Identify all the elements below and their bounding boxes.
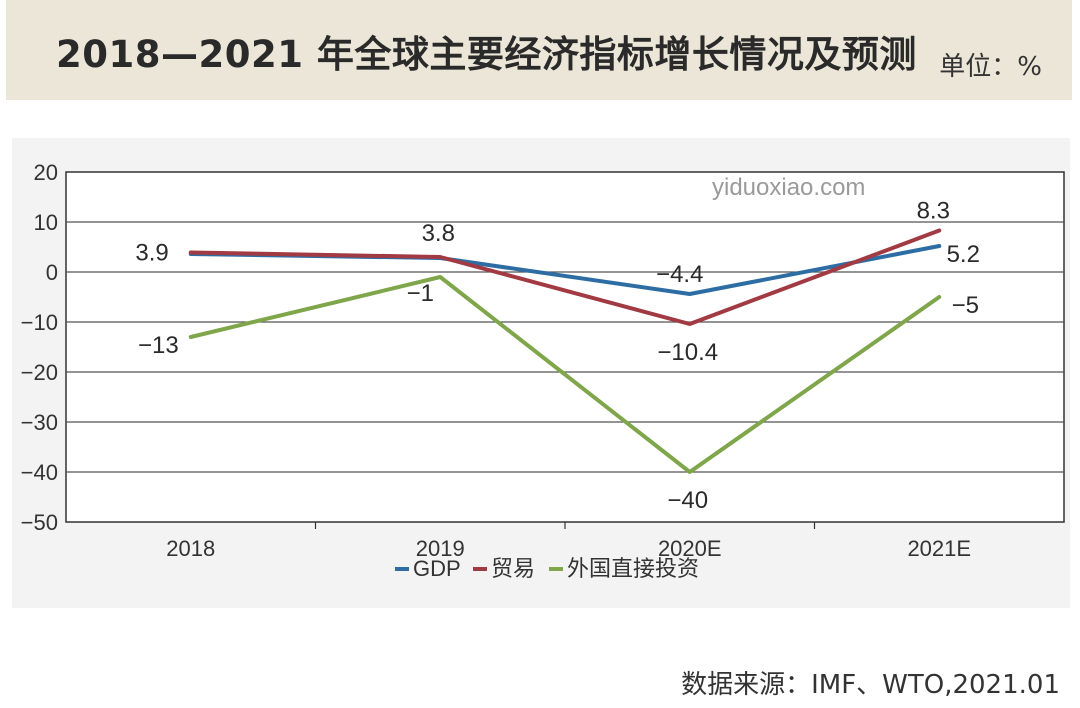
data-label: −40: [667, 487, 708, 514]
x-tick-label: 2019: [416, 536, 465, 561]
title-banner: 2018—2021 年全球主要经济指标增长情况及预测 单位：%: [6, 0, 1072, 100]
y-tick-label: 0: [46, 260, 58, 285]
plot-area: [65, 171, 1065, 523]
data-label: −10.4: [657, 339, 718, 366]
y-tick-label: −40: [21, 460, 58, 485]
y-tick-label: −30: [21, 410, 58, 435]
y-tick-label: −10: [21, 310, 58, 335]
y-tick-label: −50: [21, 510, 58, 535]
data-labels: 3.9 3.8 −4.4 8.3 5.2 −13 −1 −10.4 −5 −40: [135, 198, 980, 515]
gridlines: [65, 171, 1065, 523]
data-label: −4.4: [656, 261, 703, 288]
y-axis-ticks: 20 10 0 −10 −20 −30 −40 −50: [21, 160, 58, 535]
data-label: 5.2: [947, 241, 980, 268]
data-label: 3.9: [135, 240, 168, 267]
unit-label: 单位：%: [939, 52, 1042, 82]
data-label: −13: [138, 332, 179, 359]
series-lines: [188, 228, 942, 474]
y-tick-label: 20: [34, 160, 58, 185]
data-label: 3.8: [422, 220, 455, 247]
data-label: −5: [952, 292, 979, 319]
x-tick-label: 2020E: [658, 536, 722, 561]
watermark: yiduoxiao.com: [712, 174, 865, 201]
legend-label: 外国直接投资: [567, 556, 699, 581]
y-tick-label: 10: [34, 210, 58, 235]
y-tick-label: −20: [21, 360, 58, 385]
x-axis-ticks: 2018 2019 2020E 2021E: [166, 522, 971, 561]
chart-title: 2018—2021 年全球主要经济指标增长情况及预测: [56, 33, 917, 76]
legend: GDP 贸易 外国直接投资: [395, 556, 699, 581]
legend-label: 贸易: [491, 556, 535, 581]
legend-label: GDP: [413, 556, 461, 581]
data-label: 8.3: [917, 198, 950, 225]
series-line-外国直接投资: [188, 275, 942, 474]
data-label: −1: [407, 280, 434, 307]
series-line-贸易: [188, 228, 942, 326]
source-note: 数据来源：IMF、WTO,2021.01: [681, 670, 1060, 700]
x-tick-label: 2021E: [907, 536, 971, 561]
x-tick-label: 2018: [166, 536, 215, 561]
